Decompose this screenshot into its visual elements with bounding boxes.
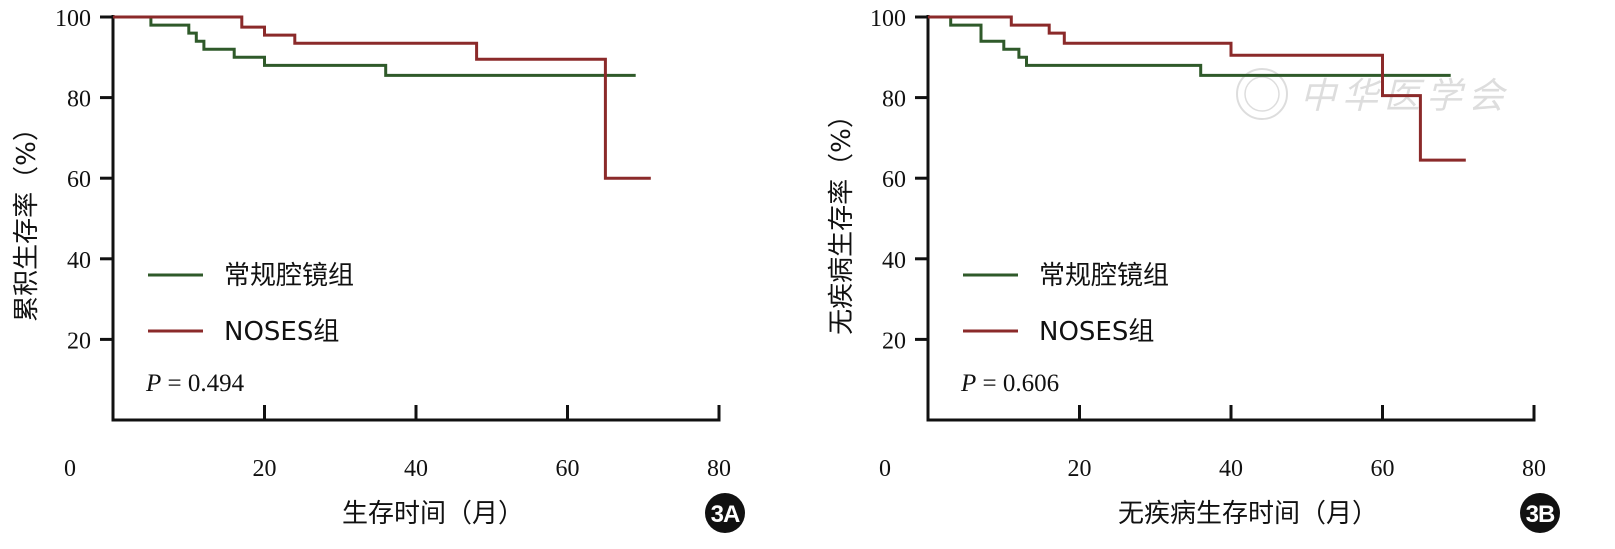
p-value-symbol: P xyxy=(960,370,976,397)
x-axis-title: 无疾病生存时间（月） xyxy=(1118,499,1378,529)
y-tick-label: 20 xyxy=(882,328,906,354)
y-tick-label: 100 xyxy=(870,6,906,32)
y-axis-title: 无疾病生存率（%） xyxy=(827,102,857,335)
panel-label-badge-icon xyxy=(705,493,745,533)
y-tick-label: 20 xyxy=(67,328,91,354)
y-tick-label: 60 xyxy=(67,167,91,193)
y-tick-label: 80 xyxy=(67,87,91,113)
chart-panel-3b: 中华医学会 20 40 60 80 100 0 20 40 60 80 无疾病生存时间（月） 无疾病生存… xyxy=(815,0,1615,549)
watermark-seal-inner-icon xyxy=(1244,76,1280,112)
chart-3a-svg: 20 40 60 80 100 0 20 40 60 80 生存时间（月） 累积生存率（%） 常规腔镜组… xyxy=(12,6,745,533)
chart-panel-3a: 20 40 60 80 100 0 20 40 60 80 生存时间（月） 累积生存率（%） 常规腔镜组… xyxy=(0,0,800,549)
legend-label-conventional: 常规腔镜组 xyxy=(1039,261,1169,291)
p-value-number: = 0.606 xyxy=(976,370,1059,397)
y-tick-label: 100 xyxy=(55,6,91,32)
x-tick-label: 80 xyxy=(1522,456,1546,482)
legend-label-conventional: 常规腔镜组 xyxy=(224,261,354,291)
legend-label-noses: NOSES组 xyxy=(1039,317,1154,347)
p-value-symbol: P xyxy=(145,370,161,397)
series-line-noses xyxy=(113,15,651,180)
series-line-noses xyxy=(928,15,1466,162)
x-tick-label: 0 xyxy=(64,456,76,482)
x-tick-label: 40 xyxy=(1219,456,1243,482)
panel-label: 3B xyxy=(1526,501,1555,528)
x-tick-label: 60 xyxy=(1371,456,1395,482)
x-tick-label: 60 xyxy=(556,456,580,482)
x-tick-label: 20 xyxy=(1068,456,1092,482)
series-line-conventional xyxy=(113,15,636,77)
x-tick-label: 80 xyxy=(707,456,731,482)
watermark-seal-icon xyxy=(1236,68,1288,120)
p-value-annotation: P = 0.494 xyxy=(145,370,245,397)
legend-label-noses: NOSES组 xyxy=(224,317,339,347)
y-tick-label: 40 xyxy=(882,248,906,274)
y-tick-label: 80 xyxy=(882,87,906,113)
y-tick-label: 60 xyxy=(882,167,906,193)
x-tick-label: 40 xyxy=(404,456,428,482)
x-tick-label: 20 xyxy=(253,456,277,482)
y-tick-label: 40 xyxy=(67,248,91,274)
series-line-conventional xyxy=(928,15,1451,77)
p-value-annotation: P = 0.606 xyxy=(960,370,1059,397)
panel-label-badge-icon xyxy=(1520,493,1560,533)
y-axis-title: 累积生存率（%） xyxy=(12,115,42,322)
p-value-number: = 0.494 xyxy=(161,370,244,397)
x-tick-label: 0 xyxy=(879,456,891,482)
panel-label: 3A xyxy=(711,501,740,528)
x-axis-title: 生存时间（月） xyxy=(342,499,524,529)
